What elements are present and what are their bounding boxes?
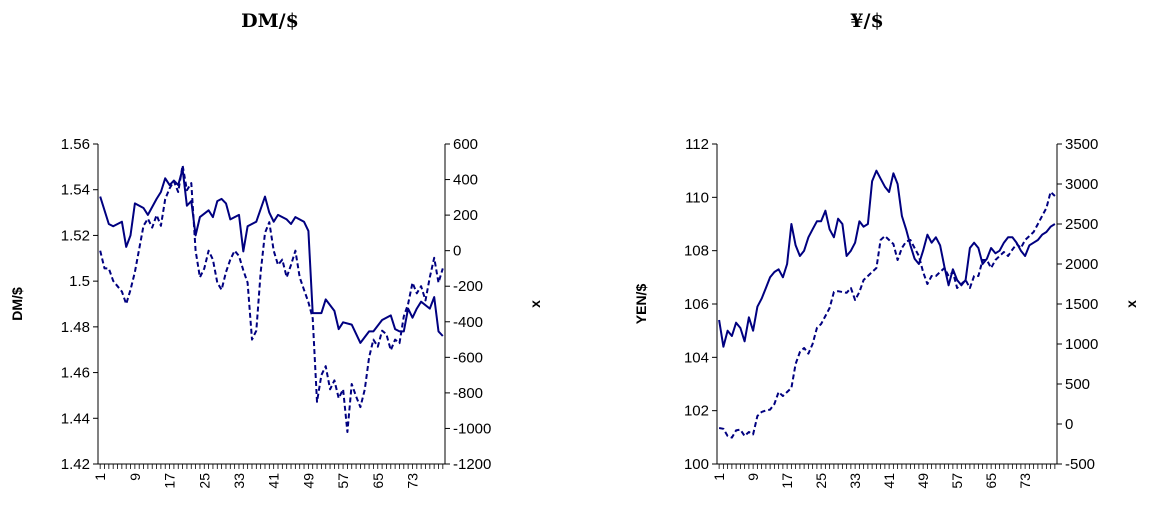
y2-axis-title-yen: x xyxy=(1123,300,1139,308)
x-tick-label: 57 xyxy=(335,473,351,489)
x-tick-label: 9 xyxy=(127,473,143,481)
x-tick-label: 41 xyxy=(266,473,282,489)
y-tick-label: 106 xyxy=(684,296,709,313)
y-tick-label: 1.42 xyxy=(61,456,90,473)
y-tick-label: 1.52 xyxy=(61,227,90,244)
y-tick-label: 1.44 xyxy=(61,410,90,427)
y2-tick-label: 400 xyxy=(453,172,478,189)
y2-tick-label: -800 xyxy=(453,385,483,402)
y2-tick-label: -200 xyxy=(453,278,483,295)
y2-tick-label: 1500 xyxy=(1065,296,1098,313)
x-tick-label: 49 xyxy=(300,473,316,489)
y2-tick-label: 3500 xyxy=(1065,136,1098,153)
y2-tick-label: 0 xyxy=(453,243,461,260)
y-tick-label: 108 xyxy=(684,243,709,260)
x-tick-label: 65 xyxy=(370,473,386,489)
x-tick-label: 25 xyxy=(813,473,829,489)
y2-tick-label: -400 xyxy=(453,314,483,331)
x-tick-label: 49 xyxy=(915,473,931,489)
y-axis-title-yen: YEN/$ xyxy=(633,284,649,325)
y-tick-label: 112 xyxy=(685,136,709,153)
y-tick-label: 110 xyxy=(685,189,709,206)
y2-tick-label: -600 xyxy=(453,349,483,366)
y2-axis-title-dm: x xyxy=(527,300,543,308)
y-tick-label: 100 xyxy=(684,456,709,473)
y2-tick-label: 1000 xyxy=(1065,336,1098,353)
solid-series-line-dm xyxy=(99,168,444,344)
chart-title-yen: ¥/$ xyxy=(850,10,884,32)
y-tick-label: 104 xyxy=(684,349,709,366)
y2-tick-label: 0 xyxy=(1065,416,1073,433)
x-tick-label: 65 xyxy=(983,473,999,489)
y2-tick-label: -1000 xyxy=(453,420,491,437)
x-tick-label: 17 xyxy=(779,473,795,489)
y2-tick-label: 600 xyxy=(453,136,478,153)
dashed-series-line-dm xyxy=(99,164,444,433)
solid-series-line-yen xyxy=(718,169,1056,348)
y-tick-label: 1.48 xyxy=(61,319,90,336)
x-tick-label: 57 xyxy=(949,473,965,489)
x-tick-label: 41 xyxy=(881,473,897,489)
y-tick-label: 1.46 xyxy=(61,365,90,382)
y2-tick-label: 3000 xyxy=(1065,176,1098,193)
x-tick-label: 25 xyxy=(196,473,212,489)
y-axis-title-dm: DM/$ xyxy=(9,287,25,321)
chart-title-dm: DM/$ xyxy=(241,10,299,32)
x-tick-label: 17 xyxy=(162,473,178,489)
y2-tick-label: -500 xyxy=(1065,456,1095,473)
y2-tick-label: 2500 xyxy=(1065,216,1098,233)
y2-tick-label: -1200 xyxy=(453,456,491,473)
y-tick-label: 1.56 xyxy=(61,136,90,153)
y-tick-label: 102 xyxy=(684,403,709,420)
y2-tick-label: 500 xyxy=(1065,376,1090,393)
x-tick-label: 1 xyxy=(711,473,727,481)
y-tick-label: 1.54 xyxy=(61,182,90,199)
x-tick-label: 73 xyxy=(1017,473,1033,489)
y-tick-label: 1.5 xyxy=(69,273,90,290)
dashed-series-line-yen xyxy=(718,191,1056,439)
x-tick-label: 1 xyxy=(92,473,108,481)
y2-tick-label: 200 xyxy=(453,207,478,224)
x-tick-label: 9 xyxy=(745,473,761,481)
x-tick-label: 73 xyxy=(404,473,420,489)
y2-tick-label: 2000 xyxy=(1065,256,1098,273)
x-tick-label: 33 xyxy=(231,473,247,489)
x-tick-label: 33 xyxy=(847,473,863,489)
